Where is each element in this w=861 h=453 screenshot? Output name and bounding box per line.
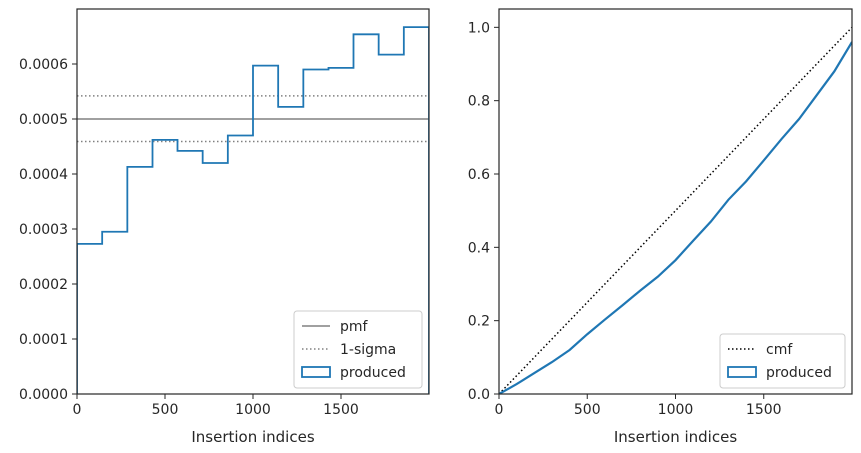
axes-frame [76,8,430,395]
y-tick-label: 0.6 [468,167,490,183]
y-tick-label: 0.4 [468,240,490,256]
legend: pmf 1-sigma produced [293,310,423,389]
x-tick-label: 1500 [746,402,782,418]
legend-produced-handle [727,366,757,378]
x-tick-label: 0 [73,402,82,418]
produced-histogram [77,26,429,394]
x-tick-label: 1000 [235,402,271,418]
legend-label: cmf [766,342,793,358]
x-tick-label: 0 [495,402,504,418]
plot-area [499,26,852,394]
legend-box [719,333,846,389]
legend-label: produced [340,365,406,381]
legend-box [293,310,423,389]
axes-frame [498,8,853,395]
legend-label: 1-sigma [340,342,396,358]
y-tick-label: 0.0006 [19,57,68,73]
x-tick-label: 500 [574,402,601,418]
x-tick-label: 1000 [658,402,694,418]
y-tick-label: 0.0 [468,387,490,403]
x-axis-label: Insertion indices [614,428,737,446]
y-tick-label: 0.2 [468,314,490,330]
x-tick-label: 1500 [323,402,359,418]
x-tick-label: 500 [152,402,179,418]
y-tick-label: 0.0001 [19,332,68,348]
legend-label: pmf [340,319,369,335]
cmf-line [499,26,852,394]
y-tick-label: 0.8 [468,94,490,110]
y-tick-label: 1.0 [468,20,490,36]
legend-produced-handle [301,366,331,378]
legend: cmf produced [719,333,846,389]
produced-line [499,41,852,394]
y-tick-label: 0.0000 [19,387,68,403]
y-tick-label: 0.0002 [19,277,68,293]
x-axis-label: Insertion indices [191,428,314,446]
y-tick-label: 0.0003 [19,222,68,238]
chart-panel-2: 0 500 1000 1500 0.0 0.2 0.4 0.6 0.8 1.0 Insertion … [468,8,853,446]
legend-label: produced [766,365,832,381]
y-tick-label: 0.0004 [19,167,68,183]
chart-panel-1: 0 500 1000 1500 0.0000 0.0001 0.0002 0.0003 0.00… [19,8,430,446]
y-tick-label: 0.0005 [19,112,68,128]
plot-area [77,26,429,394]
